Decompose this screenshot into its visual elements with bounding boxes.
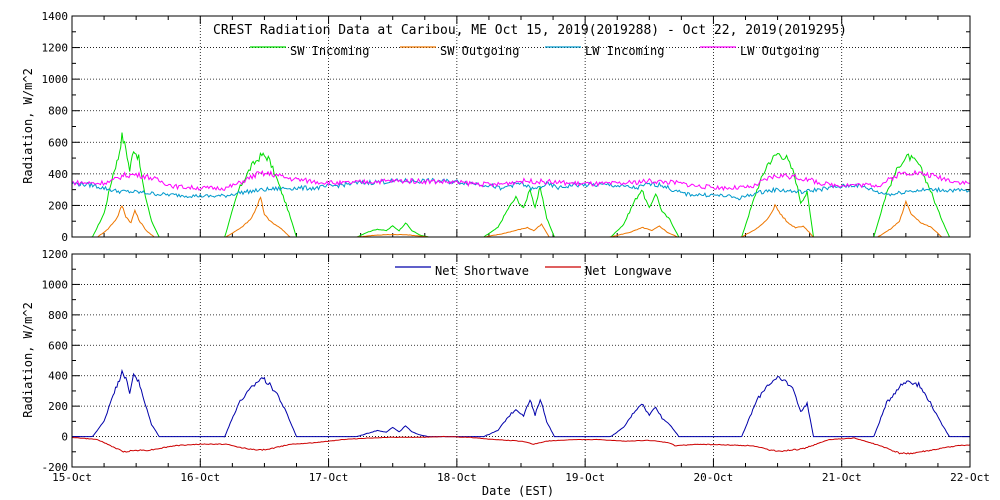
legend-label: Net Shortwave xyxy=(435,264,529,278)
x-tick-label: 22-Oct xyxy=(950,471,990,484)
y-tick-label: 800 xyxy=(48,309,68,322)
x-tick-label: 17-Oct xyxy=(309,471,349,484)
y-tick-label: 200 xyxy=(48,199,68,212)
x-tick-label: 18-Oct xyxy=(437,471,477,484)
y-tick-label: 1400 xyxy=(42,10,69,23)
chart-title: CREST Radiation Data at Caribou, ME Oct … xyxy=(213,23,847,38)
series-group xyxy=(71,368,971,455)
legend-label: SW Incoming xyxy=(290,44,369,58)
series-line-net-shortwave xyxy=(72,368,970,438)
grid xyxy=(72,254,970,467)
series-line-lw-incoming xyxy=(71,177,971,201)
series-group xyxy=(71,132,971,238)
y-tick-label: 600 xyxy=(48,136,68,149)
y-tick-label: 400 xyxy=(48,370,68,383)
legend-label: LW Outgoing xyxy=(740,44,819,58)
bottom-panel: -200 0 200 400 600 800 1000 1200 15-Oct 16-Oct 17-… xyxy=(21,248,990,484)
x-tick-label: 20-Oct xyxy=(694,471,734,484)
y-tick-label: 800 xyxy=(48,105,68,118)
grid xyxy=(72,16,970,237)
plot-frame xyxy=(71,253,971,468)
series-line-sw-outgoing xyxy=(72,196,970,238)
top-panel: 0 200 400 600 800 1000 1200 1400 Radiation, W/m^… xyxy=(21,10,971,244)
plot-frame xyxy=(71,15,971,238)
y-tick-label: 600 xyxy=(48,339,68,352)
x-axis xyxy=(71,16,971,237)
y-axis: -200 0 200 400 600 800 1000 1200 xyxy=(42,248,970,474)
x-axis-title: Date (EST) xyxy=(482,484,554,498)
y-axis: 0 200 400 600 800 1000 1200 1400 xyxy=(42,10,970,244)
y-tick-label: -200 xyxy=(42,461,69,474)
y-tick-label: 0 xyxy=(61,231,68,244)
x-tick-label: 15-Oct xyxy=(52,471,92,484)
y-axis-title: Radiation, W/m^2 xyxy=(21,68,35,184)
x-tick-label: 21-Oct xyxy=(822,471,862,484)
series-line-net-longwave xyxy=(71,435,971,455)
y-tick-label: 0 xyxy=(61,431,68,444)
y-tick-label: 1000 xyxy=(42,73,69,86)
x-axis: 15-Oct 16-Oct 17-Oct 18-Oct 19-Oct 20-Oct 21-O… xyxy=(52,254,990,484)
y-tick-label: 1200 xyxy=(42,248,69,261)
y-axis-title: Radiation, W/m^2 xyxy=(21,302,35,418)
y-tick-label: 400 xyxy=(48,168,68,181)
y-tick-label: 200 xyxy=(48,400,68,413)
y-tick-label: 1000 xyxy=(42,278,69,291)
legend-label: SW Outgoing xyxy=(440,44,519,58)
legend-label: Net Longwave xyxy=(585,264,672,278)
series-line-lw-outgoing xyxy=(71,169,970,192)
y-tick-label: 1200 xyxy=(42,42,69,55)
x-tick-label: 16-Oct xyxy=(180,471,220,484)
legend-label: LW Incoming xyxy=(585,44,664,58)
x-tick-label: 19-Oct xyxy=(565,471,605,484)
